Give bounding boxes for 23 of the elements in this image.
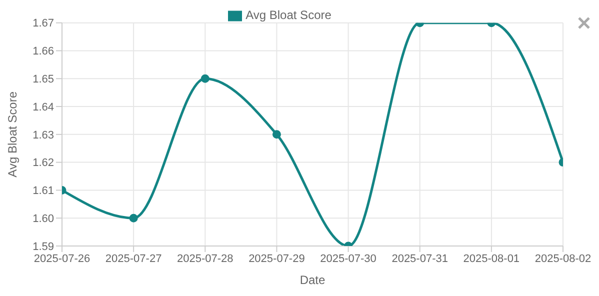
y-tick-label: 1.61 — [32, 185, 54, 198]
y-axis-title: Avg Bloat Score — [5, 91, 20, 178]
point — [272, 130, 281, 139]
legend-label: Avg Bloat Score — [246, 8, 332, 22]
y-tick-label: 1.62 — [32, 157, 54, 170]
x-tick-label: 2025-07-29 — [248, 252, 305, 265]
x-tick-label: 2025-07-26 — [34, 252, 90, 265]
y-tick-label: 1.63 — [32, 129, 54, 142]
x-tick-label: 2025-08-01 — [463, 252, 520, 265]
x-axis-title: Date — [300, 273, 326, 287]
x-tick-label: 2025-07-28 — [177, 252, 234, 265]
x-tick-label: 2025-07-27 — [105, 252, 162, 265]
y-tick-label: 1.65 — [32, 74, 54, 86]
x-tick-label: 2025-08-02 — [534, 252, 592, 265]
point — [129, 214, 138, 222]
y-tick-label: 1.66 — [32, 46, 54, 58]
point — [200, 74, 210, 83]
x-tick-label: 2025-07-30 — [320, 252, 376, 265]
y-tick-label: 1.64 — [32, 101, 54, 114]
x-tick-label: 2025-07-31 — [392, 252, 448, 265]
y-tick-label: 1.60 — [32, 213, 54, 226]
y-tick-label: 1.59 — [32, 240, 54, 253]
y-tick-label: 1.67 — [32, 18, 54, 30]
